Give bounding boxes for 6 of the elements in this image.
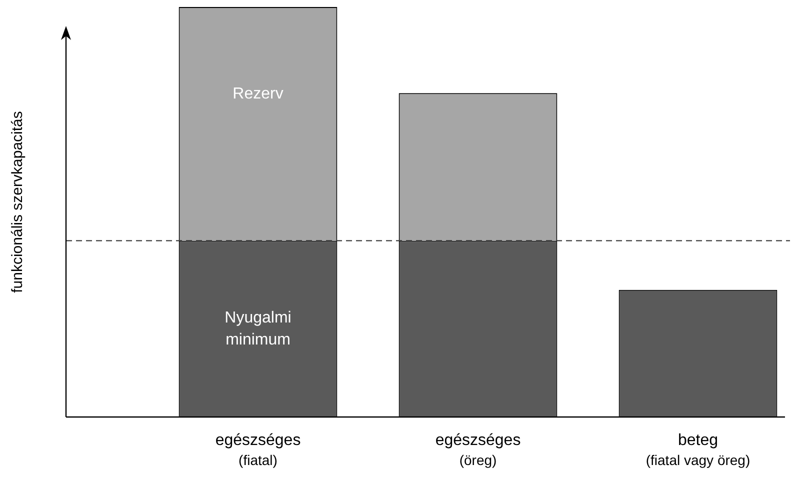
x-tick-label: egészséges (fiatal) (215, 432, 301, 468)
x-tick-label: beteg (fiatal vagy öreg) (646, 432, 750, 468)
x-tick-label: egészséges (öreg) (435, 432, 521, 468)
series-label: Rezerv (232, 85, 284, 102)
y-axis-title: funkcionális szervkapacitás (9, 111, 26, 293)
series-label: Nyugalmi minimum (224, 309, 292, 348)
